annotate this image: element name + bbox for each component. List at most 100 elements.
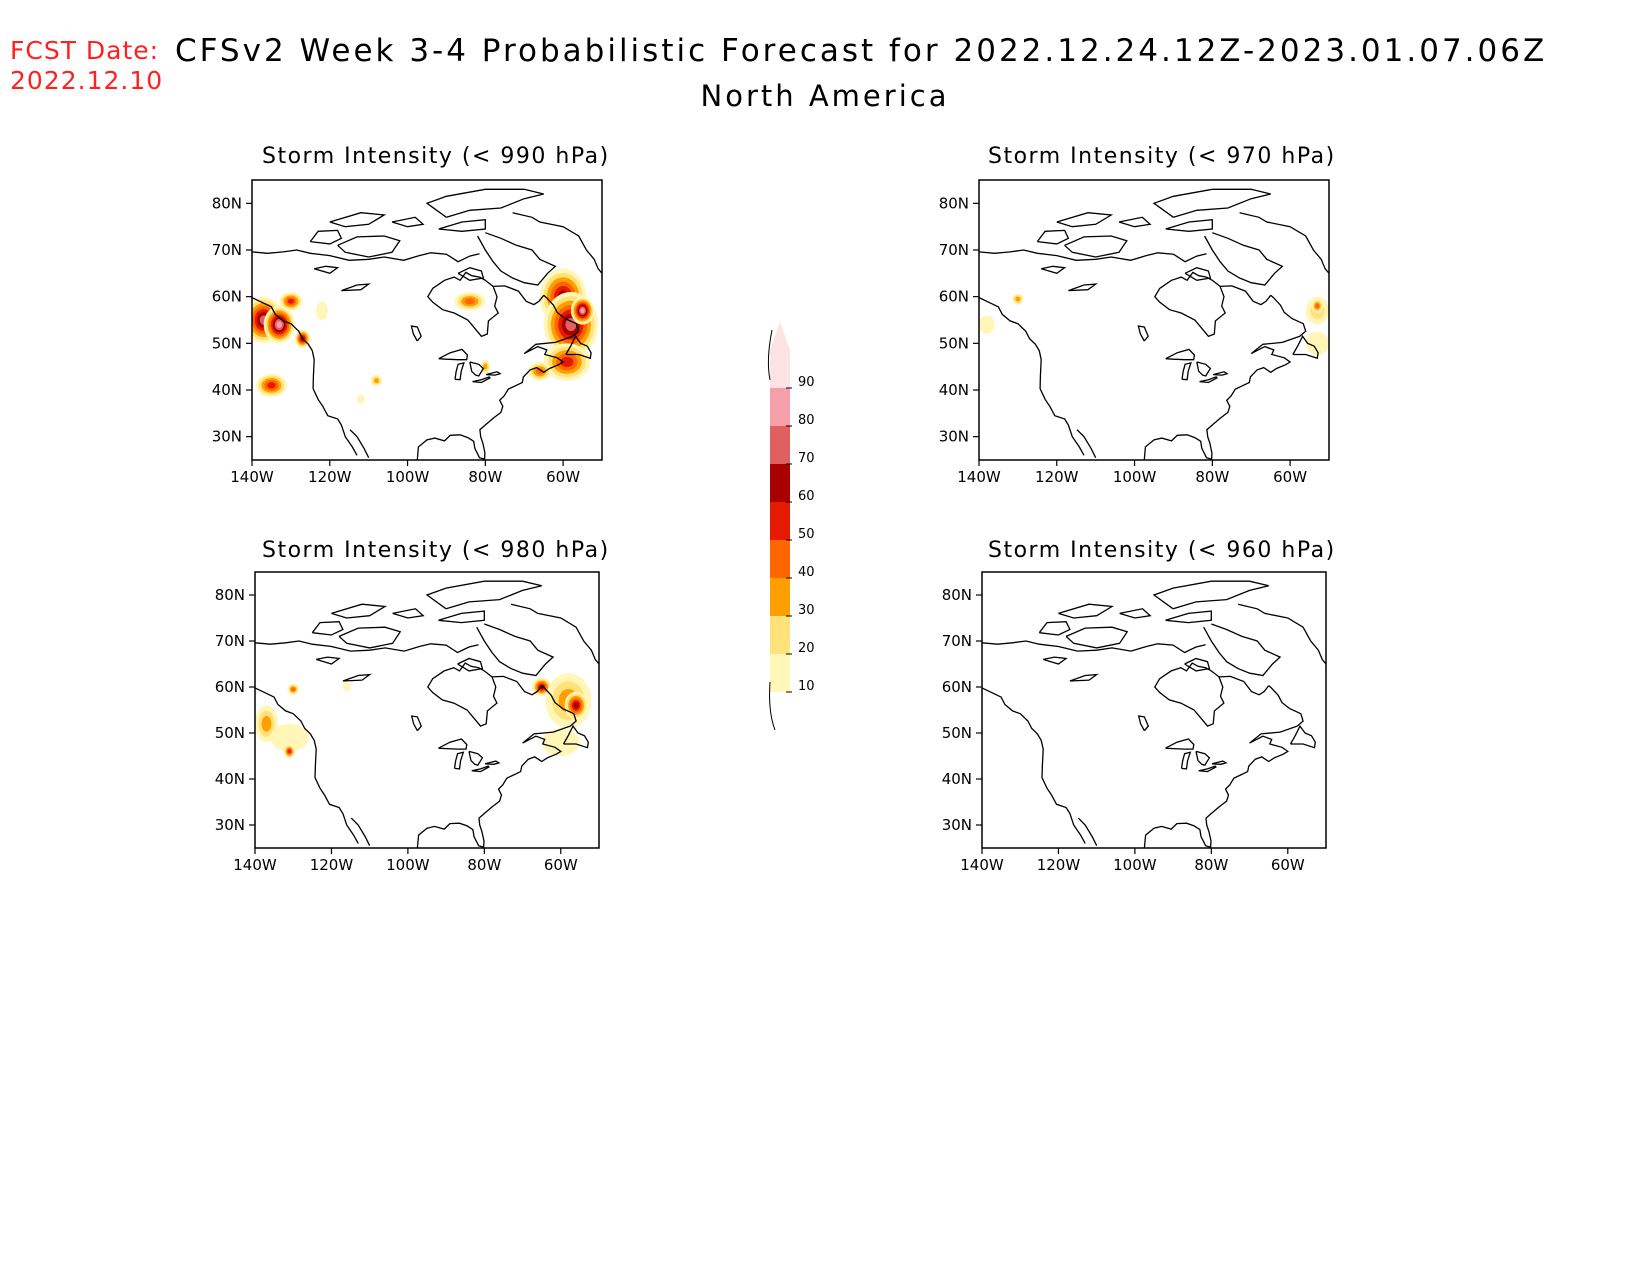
colorbar-segment xyxy=(770,426,790,464)
colorbar-label: 30 xyxy=(798,603,815,618)
lon-tick-label: 140W xyxy=(957,468,1001,486)
coastline xyxy=(392,608,425,619)
map-background xyxy=(979,180,1329,460)
colorbar-segment xyxy=(770,540,790,578)
colorbar-legend: 90 80 70 60 50 40 30 20 10 xyxy=(767,322,815,732)
probability-contour xyxy=(291,687,296,692)
lon-tick-label: 60W xyxy=(1273,468,1307,486)
coastline xyxy=(391,216,425,228)
coastline xyxy=(485,371,502,376)
probability-contour xyxy=(483,363,488,370)
lat-tick-label: 30N xyxy=(942,816,972,834)
coastline xyxy=(1196,361,1212,377)
page-subtitle: North America xyxy=(700,79,950,113)
probability-contour xyxy=(573,702,579,709)
coastline xyxy=(416,294,580,460)
colorbar-label: 80 xyxy=(798,413,815,428)
lat-tick-label: 50N xyxy=(212,334,242,352)
coastline xyxy=(1292,335,1319,360)
colorbar-segment xyxy=(770,616,790,654)
map-frame xyxy=(981,571,1327,849)
coastline xyxy=(426,662,498,727)
lat-tick-label: 80N xyxy=(939,194,969,212)
coastline xyxy=(1212,371,1229,376)
coastline xyxy=(341,283,371,292)
coastline xyxy=(1153,662,1225,727)
coastline xyxy=(309,229,343,245)
coastline xyxy=(457,657,484,672)
lat-tick-label: 70N xyxy=(939,241,969,259)
lon-tick-label: 60W xyxy=(544,856,578,874)
lon-tick-label: 80W xyxy=(467,856,501,874)
colorbar-segment xyxy=(770,502,790,540)
lon-tick-label: 80W xyxy=(1194,856,1228,874)
lat-tick-label: 60N xyxy=(212,288,242,306)
coastline xyxy=(562,724,589,749)
coastline xyxy=(476,623,555,677)
colorbar-segment xyxy=(770,388,790,426)
coastline xyxy=(255,640,479,654)
coastline xyxy=(1137,715,1150,732)
coastline xyxy=(484,760,501,765)
lat-tick-label: 70N xyxy=(215,632,245,650)
probability-contour xyxy=(560,356,574,368)
coastline xyxy=(331,603,388,619)
coastline xyxy=(1058,603,1115,619)
map-panel-970: 80N 70N 60N 50N 40N 30N 140W 120W 100W 80W 60W xyxy=(939,179,1330,486)
forecast-date-block: FCST Date: 2022.12.10 xyxy=(10,36,163,96)
coastline xyxy=(1068,283,1098,292)
map-background xyxy=(982,572,1326,848)
coastline xyxy=(416,685,577,848)
coastline xyxy=(1203,623,1282,677)
lon-tick-label: 120W xyxy=(1037,856,1081,874)
colorbar-label: 60 xyxy=(798,489,815,504)
panel-title-970: Storm Intensity (< 970 hPa) xyxy=(988,144,1336,169)
coastline xyxy=(252,297,358,456)
coastline xyxy=(454,361,465,381)
lat-tick-label: 50N xyxy=(939,334,969,352)
probability-contour xyxy=(316,301,328,320)
probability-contour xyxy=(1315,303,1320,309)
lon-tick-label: 140W xyxy=(230,468,274,486)
panel-title-960: Storm Intensity (< 960 hPa) xyxy=(988,538,1336,563)
coastline xyxy=(1118,216,1152,228)
lon-tick-label: 60W xyxy=(1271,856,1305,874)
coastline xyxy=(469,361,485,377)
coastline xyxy=(1211,760,1228,765)
coastline xyxy=(1184,657,1211,672)
coastline xyxy=(1137,325,1149,342)
map-panel-990: 80N 70N 60N 50N 40N 30N 140W 120W 100W 80W 60W xyxy=(212,179,603,486)
lat-tick-label: 50N xyxy=(942,724,972,742)
coastline xyxy=(1165,738,1195,750)
coastline xyxy=(471,765,490,773)
colorbar-top-arrow xyxy=(770,322,790,350)
lat-tick-label: 50N xyxy=(215,724,245,742)
probability-contour xyxy=(565,318,577,332)
map-frame xyxy=(251,179,603,461)
coastline xyxy=(477,232,557,286)
lon-tick-label: 120W xyxy=(310,856,354,874)
page-title: CFSv2 Week 3-4 Probabilistic Forecast fo… xyxy=(175,33,1548,69)
lat-tick-label: 30N xyxy=(939,428,969,446)
probability-contour xyxy=(1305,331,1329,355)
colorbar-label: 90 xyxy=(798,375,815,390)
probability-contour xyxy=(287,298,295,304)
coastline xyxy=(565,335,592,360)
coastline xyxy=(1143,294,1307,460)
lat-tick-label: 40N xyxy=(939,381,969,399)
coastline xyxy=(349,429,370,458)
coastline xyxy=(979,297,1085,456)
map-frame xyxy=(254,571,600,849)
coastline xyxy=(337,235,401,258)
coastline xyxy=(438,610,485,624)
coastline xyxy=(982,640,1206,654)
coastline xyxy=(350,817,371,846)
coastline xyxy=(426,271,500,338)
coastline xyxy=(1239,212,1329,274)
coastline xyxy=(329,212,387,228)
coastline xyxy=(472,376,491,384)
coastline xyxy=(1153,271,1227,338)
coastline xyxy=(1041,265,1067,275)
coastline xyxy=(255,687,359,844)
lat-tick-label: 80N xyxy=(212,194,242,212)
